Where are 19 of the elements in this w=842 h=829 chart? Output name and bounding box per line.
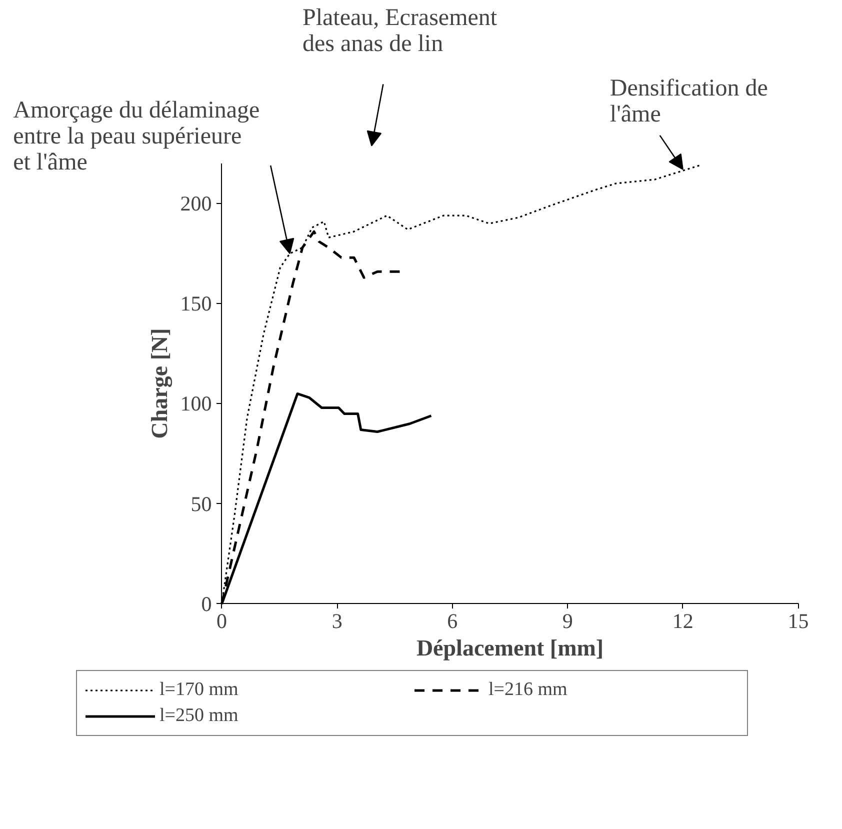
annotation: Densification de l'âme xyxy=(610,75,768,128)
annotation: Amorçage du délaminage entre la peau supérieure et l'âme xyxy=(13,97,260,176)
y-tick-label: 0 xyxy=(201,592,212,616)
legend-label: l=250 mm xyxy=(160,705,240,727)
y-tick-label: 200 xyxy=(180,192,212,216)
x-tick-label: 9 xyxy=(562,608,573,633)
x-tick-label: 6 xyxy=(447,608,458,633)
y-axis-title: Charge [N] xyxy=(147,328,173,439)
text: Plateau, Ecrasement des anas de lin xyxy=(302,4,498,57)
x-tick-label: 12 xyxy=(672,608,694,633)
legend-label: l=170 mm xyxy=(160,679,240,701)
y-tick-label: 150 xyxy=(180,292,212,316)
legend-label: l=216 mm xyxy=(488,679,568,701)
y-tick-label: 50 xyxy=(190,492,212,516)
x-tick-label: 15 xyxy=(788,608,809,633)
y-tick-label: 100 xyxy=(180,392,212,416)
x-tick-label: 0 xyxy=(216,608,228,633)
x-axis-title: Déplacement [mm] xyxy=(416,636,604,660)
x-tick-label: 3 xyxy=(332,608,342,633)
